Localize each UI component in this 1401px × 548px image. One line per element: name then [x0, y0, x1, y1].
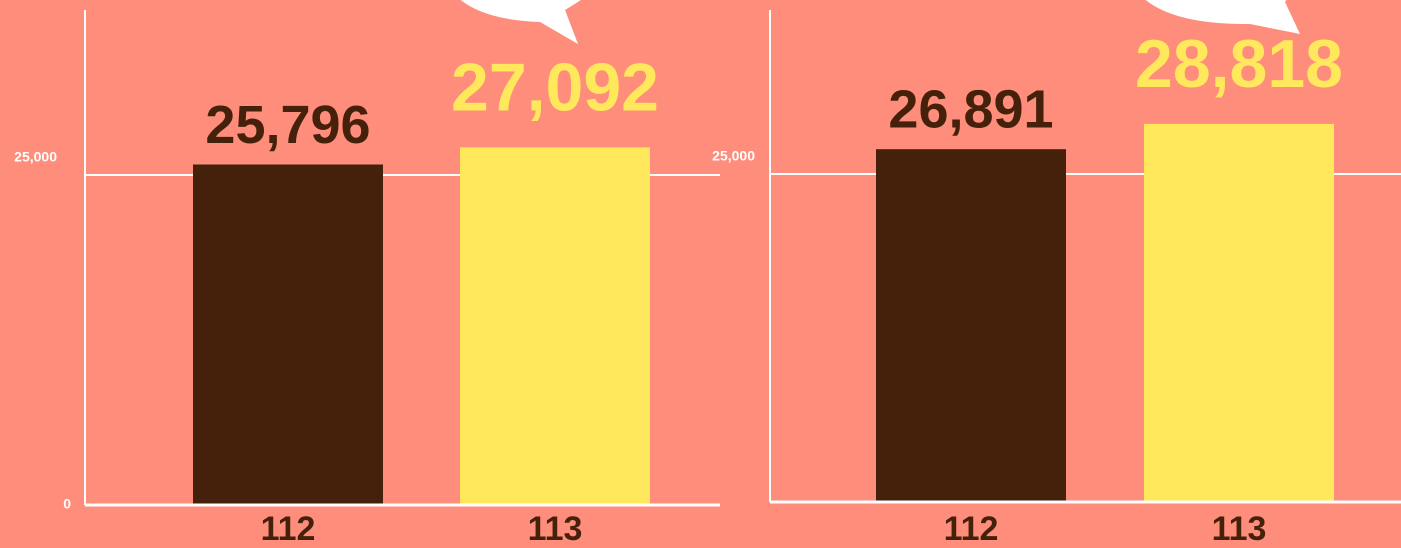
speech-bubble [1145, 0, 1300, 34]
value-label: 28,818 [1135, 26, 1343, 102]
x-tick-label: 112 [944, 510, 999, 548]
value-label: 27,092 [451, 49, 659, 125]
x-tick-label: 113 [1212, 510, 1267, 548]
bar [876, 149, 1066, 503]
y-tick-label: 25,000 [712, 148, 755, 164]
bar [460, 147, 650, 505]
value-label: 26,891 [888, 79, 1053, 139]
speech-bubble [460, 0, 581, 44]
bar [193, 164, 383, 505]
x-tick-label: 113 [528, 510, 583, 548]
y-tick-label: 25,000 [14, 149, 57, 165]
value-label: 25,796 [205, 95, 370, 155]
bar [1144, 123, 1334, 502]
y-tick-label: 0 [63, 496, 71, 512]
x-tick-label: 112 [261, 510, 316, 548]
